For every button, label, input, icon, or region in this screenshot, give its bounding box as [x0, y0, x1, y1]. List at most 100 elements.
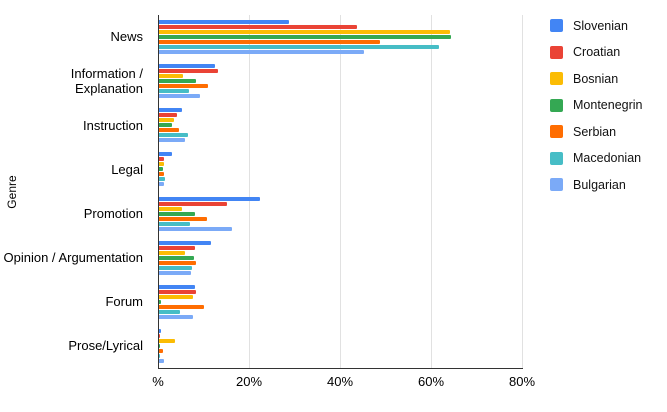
bar-macedonian-prose-lyrical[interactable] [159, 353, 161, 358]
category-label-instruction: Instruction [83, 117, 143, 133]
legend-item-slovenian[interactable]: Slovenian [550, 18, 643, 33]
bar-group-legal [159, 147, 523, 191]
bar-serbian-information-explanation[interactable] [159, 84, 208, 89]
legend-label-montenegrin: Montenegrin [573, 98, 643, 112]
category-label-forum: Forum [105, 294, 143, 310]
bar-montenegrin-information-explanation[interactable] [159, 79, 197, 84]
bar-bulgarian-opinion-argumentation[interactable] [159, 270, 191, 275]
gridline-20 [249, 15, 250, 368]
legend-swatch-montenegrin [550, 98, 563, 112]
bar-serbian-prose-lyrical[interactable] [159, 348, 163, 353]
category-label-prose-lyrical: Prose/Lyrical [68, 338, 143, 354]
legend-label-croatian: Croatian [573, 45, 621, 59]
legend-swatch-macedonian [550, 151, 563, 165]
bar-serbian-legal[interactable] [159, 172, 164, 177]
bar-group-promotion [159, 192, 523, 236]
bar-slovenian-legal[interactable] [159, 152, 172, 157]
gridline-40 [340, 15, 341, 368]
legend-item-croatian[interactable]: Croatian [550, 45, 643, 59]
bar-group-opinion-argumentation [159, 236, 523, 280]
bar-slovenian-news[interactable] [159, 20, 289, 25]
bar-serbian-promotion[interactable] [159, 216, 207, 221]
category-label-promotion: Promotion [83, 205, 143, 221]
bar-group-forum [159, 280, 523, 324]
bar-macedonian-instruction[interactable] [159, 133, 188, 138]
bar-bosnian-legal[interactable] [159, 162, 165, 167]
bar-montenegrin-news[interactable] [159, 35, 451, 40]
bar-montenegrin-instruction[interactable] [159, 123, 173, 128]
bar-montenegrin-opinion-argumentation[interactable] [159, 255, 194, 260]
gridline-60 [431, 15, 432, 368]
legend-item-macedonian[interactable]: Macedonian [550, 151, 643, 165]
bar-croatian-opinion-argumentation[interactable] [159, 245, 195, 250]
legend-swatch-serbian [550, 125, 563, 138]
legend: Slovenian Croatian Bosnian Montenegrin Serbi… [550, 19, 643, 205]
bar-croatian-instruction[interactable] [159, 113, 177, 118]
bar-croatian-news[interactable] [159, 25, 357, 30]
legend-item-serbian[interactable]: Serbian [550, 124, 643, 139]
x-tick-label-40: 40% [326, 374, 354, 389]
legend-label-serbian: Serbian [573, 124, 617, 139]
bar-serbian-instruction[interactable] [159, 128, 179, 133]
bar-macedonian-opinion-argumentation[interactable] [159, 265, 193, 270]
legend-label-slovenian: Slovenian [573, 18, 628, 33]
legend-label-bulgarian: Bulgarian [573, 177, 626, 192]
bar-montenegrin-legal[interactable] [159, 167, 163, 172]
bar-slovenian-information-explanation[interactable] [159, 64, 215, 69]
x-tick-label-0: % [152, 374, 164, 389]
bar-bulgarian-prose-lyrical[interactable] [159, 358, 165, 363]
bar-bosnian-opinion-argumentation[interactable] [159, 250, 186, 255]
bar-bosnian-promotion[interactable] [159, 206, 183, 211]
bar-bulgarian-forum[interactable] [159, 314, 193, 319]
bar-bulgarian-instruction[interactable] [159, 138, 186, 143]
bar-montenegrin-forum[interactable] [159, 299, 162, 304]
bar-bulgarian-legal[interactable] [159, 182, 165, 187]
bar-serbian-news[interactable] [159, 40, 380, 45]
bar-slovenian-forum[interactable] [159, 284, 195, 289]
bar-montenegrin-promotion[interactable] [159, 211, 195, 216]
category-label-news: News [110, 29, 143, 45]
bar-group-instruction [159, 103, 523, 147]
bar-macedonian-legal[interactable] [159, 177, 166, 182]
bar-montenegrin-prose-lyrical[interactable] [159, 343, 161, 348]
legend-label-macedonian: Macedonian [573, 151, 642, 165]
legend-item-montenegrin[interactable]: Montenegrin [550, 98, 643, 112]
bar-slovenian-instruction[interactable] [159, 108, 183, 113]
bar-slovenian-promotion[interactable] [159, 196, 261, 201]
bar-bosnian-information-explanation[interactable] [159, 74, 183, 79]
bar-bosnian-news[interactable] [159, 30, 450, 35]
legend-label-bosnian: Bosnian [573, 71, 619, 86]
bar-croatian-information-explanation[interactable] [159, 69, 218, 74]
bar-croatian-prose-lyrical[interactable] [159, 333, 160, 338]
bar-macedonian-news[interactable] [159, 45, 439, 50]
x-tick-label-60: 60% [417, 374, 445, 389]
category-label-legal: Legal [111, 161, 143, 177]
bar-bosnian-instruction[interactable] [159, 118, 175, 123]
bar-macedonian-forum[interactable] [159, 309, 181, 314]
legend-item-bulgarian[interactable]: Bulgarian [550, 177, 643, 192]
bar-macedonian-information-explanation[interactable] [159, 89, 190, 94]
bar-croatian-promotion[interactable] [159, 201, 227, 206]
bar-bosnian-forum[interactable] [159, 294, 193, 299]
bar-serbian-forum[interactable] [159, 304, 204, 309]
bar-croatian-legal[interactable] [159, 157, 164, 162]
bar-bulgarian-information-explanation[interactable] [159, 94, 201, 99]
x-axis-ticks: % 20% 40% 60% 80% [0, 374, 667, 392]
gridline-80 [522, 15, 523, 368]
bar-bulgarian-news[interactable] [159, 50, 364, 55]
plot-area [158, 15, 523, 369]
category-label-opinion-argumentation: Opinion / Argumentation [3, 249, 143, 265]
bar-bosnian-prose-lyrical[interactable] [159, 338, 175, 343]
bar-croatian-forum[interactable] [159, 289, 196, 294]
bar-macedonian-promotion[interactable] [159, 221, 191, 226]
legend-swatch-croatian [550, 45, 563, 59]
bar-slovenian-opinion-argumentation[interactable] [159, 240, 211, 245]
bar-serbian-opinion-argumentation[interactable] [159, 260, 196, 265]
category-axis: News Information / Explanation Instruction… [0, 15, 150, 368]
category-label-information-explanation: Information / Explanation [70, 65, 143, 97]
bar-slovenian-prose-lyrical[interactable] [159, 328, 161, 333]
bar-group-prose-lyrical [159, 324, 523, 368]
legend-item-bosnian[interactable]: Bosnian [550, 71, 643, 86]
bar-bulgarian-promotion[interactable] [159, 226, 232, 231]
